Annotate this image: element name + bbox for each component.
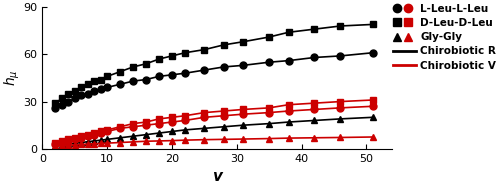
Y-axis label: $h_\mu$: $h_\mu$ bbox=[3, 70, 22, 86]
Legend: L-Leu-L-Leu, D-Leu-D-Leu, Gly-Gly, Chirobiotic R, Chirobiotic V: L-Leu-L-Leu, D-Leu-D-Leu, Gly-Gly, Chiro… bbox=[392, 3, 497, 72]
X-axis label: v: v bbox=[212, 169, 222, 184]
